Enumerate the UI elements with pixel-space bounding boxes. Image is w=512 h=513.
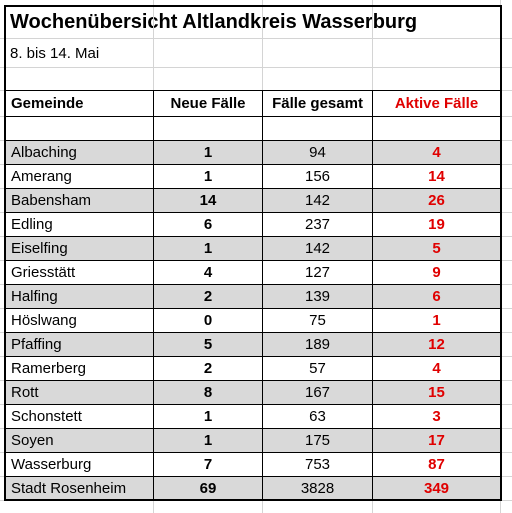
table-cell: Edling: [5, 212, 154, 237]
table-cell: 63: [262, 404, 373, 429]
table-cell: 1: [153, 428, 263, 453]
header-cell: Gemeinde: [5, 90, 154, 117]
header-cell: Fälle gesamt: [262, 90, 373, 117]
table-cell: 2: [153, 356, 263, 381]
table-cell: Soyen: [5, 428, 154, 453]
table-cell: 15: [372, 380, 501, 405]
table-cell: 1: [153, 140, 263, 165]
table-cell: 127: [262, 260, 373, 285]
table-cell: 4: [153, 260, 263, 285]
table-cell: 19: [372, 212, 501, 237]
table-cell: 69: [153, 476, 263, 501]
table-cell: Ramerberg: [5, 356, 154, 381]
title: Wochenübersicht Altlandkreis Wasserburg: [10, 11, 418, 33]
table-cell: 237: [262, 212, 373, 237]
table-cell: Höslwang: [5, 308, 154, 333]
subtitle: 8. bis 14. Mai: [10, 45, 100, 62]
table-cell: 7: [153, 452, 263, 477]
table-cell: 175: [262, 428, 373, 453]
table-cell: Griesstätt: [5, 260, 154, 285]
table-cell: Albaching: [5, 140, 154, 165]
table-cell: 6: [153, 212, 263, 237]
table-cell: 94: [262, 140, 373, 165]
table-cell: 12: [372, 332, 501, 357]
table-border: [4, 5, 502, 501]
table-cell: Babensham: [5, 188, 154, 213]
table-cell: 0: [153, 308, 263, 333]
table-cell: 14: [153, 188, 263, 213]
table-cell: 5: [153, 332, 263, 357]
table-cell: 87: [372, 452, 501, 477]
grid-line: [0, 67, 512, 68]
grid-line: [0, 38, 512, 39]
table-cell: 57: [262, 356, 373, 381]
table-cell: 5: [372, 236, 501, 261]
table-cell: 4: [372, 140, 501, 165]
table-cell: 1: [153, 236, 263, 261]
table-cell: 3828: [262, 476, 373, 501]
table-cell: 3: [372, 404, 501, 429]
blank-cell: [262, 116, 373, 141]
table-cell: 139: [262, 284, 373, 309]
